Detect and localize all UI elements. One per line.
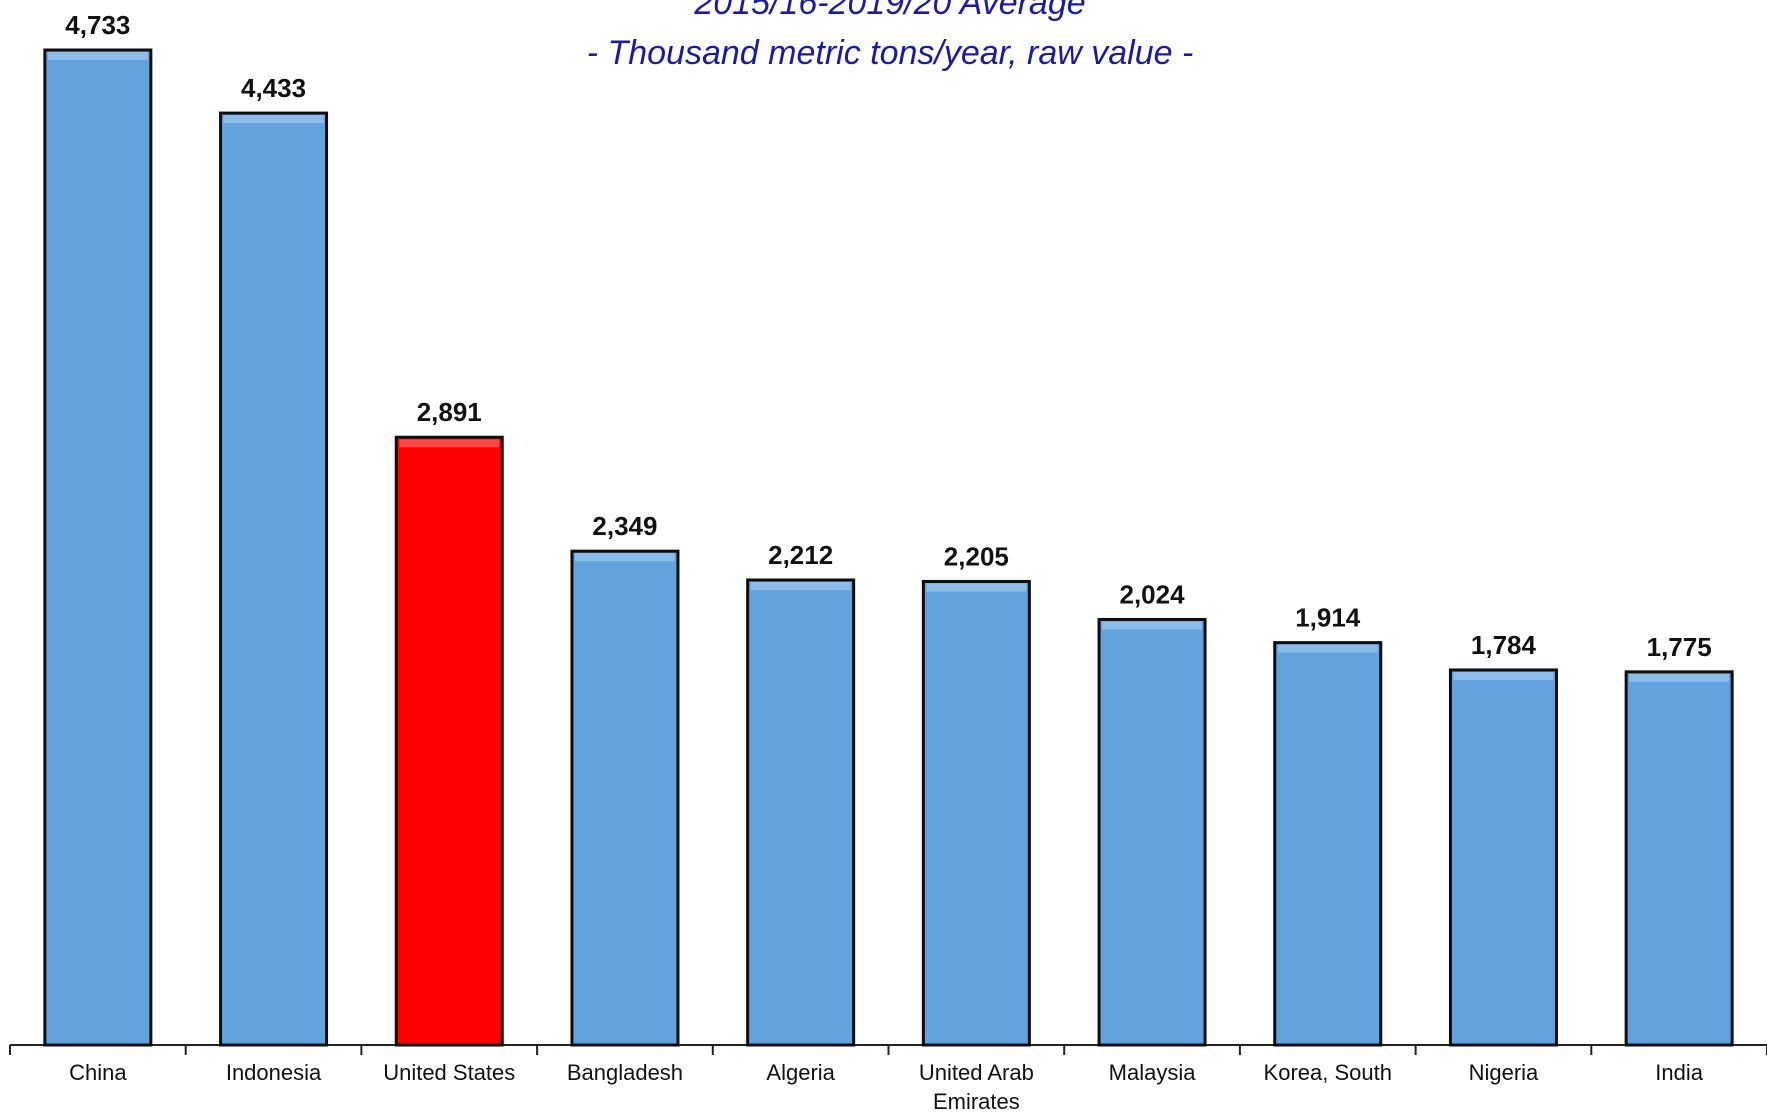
category-label-nigeria: Nigeria xyxy=(1469,1060,1539,1085)
bar-algeria xyxy=(746,578,856,1047)
value-label-malaysia: 2,024 xyxy=(1120,580,1186,610)
bar-bevel-indonesia xyxy=(223,115,324,124)
bar-bevel-bangladesh xyxy=(574,553,675,562)
bar-bevel-algeria xyxy=(750,581,851,590)
bar-bevel-india xyxy=(1629,673,1730,682)
bar-bevel-united-states xyxy=(399,439,500,448)
bar-nigeria xyxy=(1448,668,1558,1047)
value-label-indonesia: 4,433 xyxy=(241,73,306,103)
bar-indonesia xyxy=(219,111,329,1047)
value-label-korea-south: 1,914 xyxy=(1295,603,1361,633)
category-labels-group: China Indonesia United States Bangladesh Alg… xyxy=(69,1060,1704,1114)
bar-china xyxy=(43,48,153,1047)
bar-united-states xyxy=(394,435,504,1047)
bar-bevel-china xyxy=(47,52,148,60)
category-label-algeria: Algeria xyxy=(766,1060,835,1085)
chart-subtitle: - Thousand metric tons/year, raw value - xyxy=(587,34,1194,72)
value-label-bangladesh: 2,349 xyxy=(592,511,657,541)
bar-bevel-nigeria xyxy=(1453,671,1554,680)
value-label-india: 1,775 xyxy=(1647,632,1712,662)
category-label-india: India xyxy=(1655,1060,1703,1085)
bar-malaysia xyxy=(1097,618,1207,1047)
category-label-china: China xyxy=(69,1060,127,1085)
bar-india xyxy=(1624,670,1734,1047)
value-label-algeria: 2,212 xyxy=(768,540,833,570)
bar-bevel-korea-south xyxy=(1277,644,1378,653)
value-labels-group: 4,733 4,433 2,891 2,349 2,212 2,205 2,024 1,914… xyxy=(65,10,1711,662)
bar-bevel-united-arab-emirates xyxy=(926,583,1027,592)
value-label-united-arab-emirates: 2,205 xyxy=(944,541,1009,571)
category-label-bangladesh: Bangladesh xyxy=(567,1060,683,1085)
category-label-united-arab-emirates: United Arab Emirates xyxy=(919,1060,1034,1114)
category-label-indonesia: Indonesia xyxy=(226,1060,322,1085)
bar-bangladesh xyxy=(570,549,680,1047)
value-label-china: 4,733 xyxy=(65,10,130,40)
x-axis-ticks xyxy=(9,1045,1767,1055)
chart-title: 2015/16-2019/20 Average xyxy=(693,0,1085,22)
bar-bevel-malaysia xyxy=(1102,621,1203,630)
category-label-united-states: United States xyxy=(383,1060,515,1085)
value-label-nigeria: 1,784 xyxy=(1471,630,1537,660)
category-label-korea-south: Korea, South xyxy=(1264,1060,1392,1085)
value-label-united-states: 2,891 xyxy=(417,397,482,427)
category-label-malaysia: Malaysia xyxy=(1109,1060,1197,1085)
bar-korea-south xyxy=(1273,641,1383,1047)
bars-group xyxy=(43,48,1734,1047)
bar-united-arab-emirates xyxy=(921,579,1031,1047)
